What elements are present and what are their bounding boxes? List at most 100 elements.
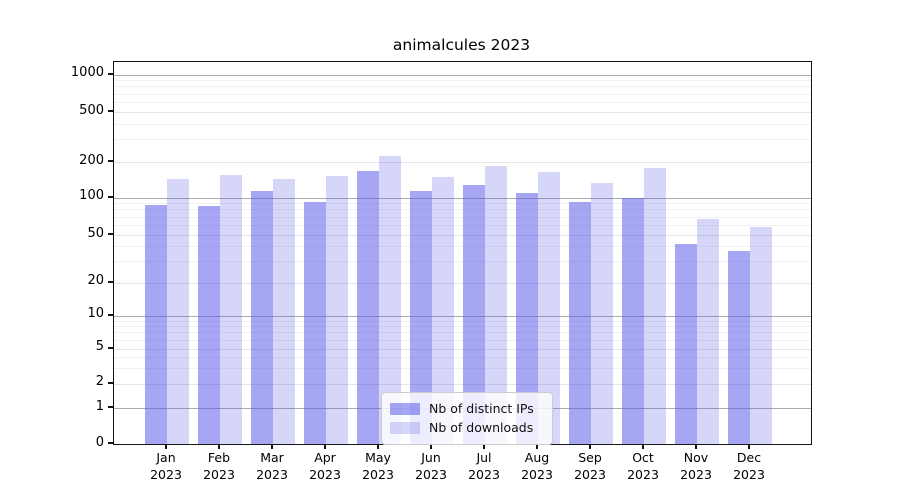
x-tick-mark xyxy=(748,444,750,450)
gridline-minor xyxy=(114,261,811,263)
x-tick-month: Oct xyxy=(632,450,654,465)
legend-label-distinct-ips: Nb of distinct IPs xyxy=(429,401,534,416)
x-tick-year: 2023 xyxy=(415,466,447,482)
legend-label-downloads: Nb of downloads xyxy=(429,420,534,435)
x-tick-year: 2023 xyxy=(574,466,606,482)
y-tick-label: 1000 xyxy=(70,65,104,81)
bar-downloads xyxy=(538,172,560,444)
legend: Nb of distinct IPs Nb of downloads xyxy=(381,392,553,445)
x-tick-month: Apr xyxy=(314,450,336,465)
legend-swatch-downloads xyxy=(390,421,420,434)
y-tick-label: 200 xyxy=(79,152,104,168)
gridline-minor xyxy=(114,216,811,218)
y-tick-label: 5 xyxy=(95,339,104,355)
x-tick-year: 2023 xyxy=(256,466,288,482)
x-tick-label: Dec 2023 xyxy=(721,450,777,483)
gridline-minor xyxy=(114,368,811,370)
bar-distinct-ips xyxy=(516,193,538,444)
y-tick-label: 0 xyxy=(95,434,104,450)
gridline-minor xyxy=(114,203,811,205)
x-tick-mark xyxy=(589,444,591,450)
gridline-minor xyxy=(114,320,811,322)
x-tick-label: Apr 2023 xyxy=(297,450,353,483)
bar-downloads xyxy=(750,227,772,444)
gridline-minor xyxy=(114,332,811,334)
gridline-minor xyxy=(114,357,811,359)
gridline xyxy=(114,197,811,199)
gridline-minor xyxy=(114,93,811,95)
x-tick-month: Sep xyxy=(578,450,602,465)
legend-swatch-distinct-ips xyxy=(390,402,420,415)
gridline-minor xyxy=(114,326,811,328)
gridline-minor xyxy=(114,101,811,103)
x-tick-mark xyxy=(324,444,326,450)
x-tick-mark xyxy=(165,444,167,450)
x-tick-year: 2023 xyxy=(150,466,182,482)
x-tick-year: 2023 xyxy=(627,466,659,482)
bar-distinct-ips xyxy=(728,250,750,444)
y-tick-mark xyxy=(108,347,113,349)
x-tick-month: May xyxy=(365,450,391,465)
x-tick-year: 2023 xyxy=(362,466,394,482)
x-tick-month: Jun xyxy=(421,450,441,465)
gridline-minor xyxy=(114,339,811,341)
bar-downloads xyxy=(432,176,454,444)
gridline-minor xyxy=(114,246,811,248)
y-tick-label: 50 xyxy=(87,225,104,241)
legend-entry-distinct-ips: Nb of distinct IPs xyxy=(390,400,544,417)
gridline xyxy=(114,315,811,317)
y-tick-mark xyxy=(108,314,113,316)
x-tick-label: Aug 2023 xyxy=(509,450,565,483)
bar-downloads xyxy=(167,178,189,444)
bar-distinct-ips xyxy=(251,191,273,444)
gridline xyxy=(114,234,811,236)
x-tick-label: May 2023 xyxy=(350,450,406,483)
bar-downloads xyxy=(326,175,348,444)
bar-distinct-ips xyxy=(675,244,697,444)
bar-downloads xyxy=(220,174,242,444)
gridline xyxy=(114,383,811,385)
bar-downloads xyxy=(644,167,666,444)
bar-downloads xyxy=(591,182,613,444)
x-tick-label: Jun 2023 xyxy=(403,450,459,483)
y-tick-label: 2 xyxy=(95,374,104,390)
x-tick-label: Jul 2023 xyxy=(456,450,512,483)
x-tick-year: 2023 xyxy=(309,466,341,482)
gridline-minor xyxy=(114,224,811,226)
bar-distinct-ips xyxy=(304,201,326,444)
x-tick-month: Jul xyxy=(476,450,492,465)
gridline xyxy=(114,161,811,163)
x-tick-mark xyxy=(642,444,644,450)
y-tick-label: 100 xyxy=(79,188,104,204)
x-tick-mark xyxy=(377,444,379,450)
bar-distinct-ips xyxy=(410,191,432,444)
y-tick-label: 10 xyxy=(87,306,104,322)
gridline-minor xyxy=(114,86,811,88)
x-tick-year: 2023 xyxy=(733,466,765,482)
x-tick-mark xyxy=(536,444,538,450)
bar-distinct-ips xyxy=(622,198,644,444)
x-tick-mark xyxy=(218,444,220,450)
gridline-minor xyxy=(114,80,811,82)
y-tick-mark xyxy=(108,110,113,112)
gridline xyxy=(114,282,811,284)
y-tick-mark xyxy=(108,233,113,235)
gridline-minor xyxy=(114,123,811,125)
y-tick-mark xyxy=(108,406,113,408)
x-tick-mark xyxy=(483,444,485,450)
bar-downloads xyxy=(485,165,507,444)
gridline-minor xyxy=(114,209,811,211)
x-tick-year: 2023 xyxy=(680,466,712,482)
x-tick-label: Jan 2023 xyxy=(138,450,194,483)
bar-downloads xyxy=(273,179,295,444)
y-tick-label: 500 xyxy=(79,102,104,118)
x-tick-mark xyxy=(271,444,273,450)
y-tick-mark xyxy=(108,382,113,384)
y-tick-mark xyxy=(108,196,113,198)
gridline xyxy=(114,74,811,76)
bar-downloads xyxy=(697,218,719,444)
bar-distinct-ips xyxy=(569,202,591,444)
x-tick-year: 2023 xyxy=(203,466,235,482)
plot-area: Nb of distinct IPs Nb of downloads xyxy=(113,61,812,445)
bar-downloads xyxy=(379,156,401,444)
